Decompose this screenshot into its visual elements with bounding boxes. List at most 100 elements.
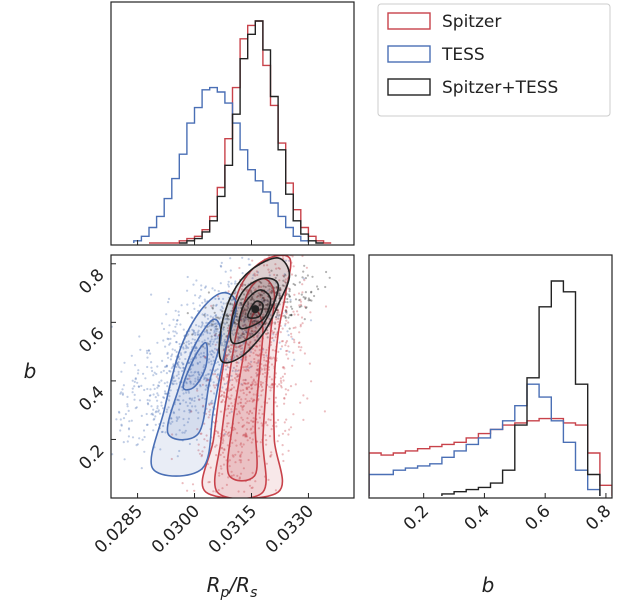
scatter-point xyxy=(248,386,251,389)
scatter-point xyxy=(252,330,255,333)
scatter-point xyxy=(244,434,248,438)
scatter-point xyxy=(235,408,238,411)
scatter-point xyxy=(201,322,204,325)
scatter-point xyxy=(243,382,247,385)
scatter-point xyxy=(239,442,243,445)
scatter-point xyxy=(237,332,240,335)
scatter-point xyxy=(239,344,242,348)
scatter-point xyxy=(245,435,248,438)
scatter-point xyxy=(269,343,273,346)
scatter-point xyxy=(287,389,290,392)
scatter-point xyxy=(275,315,278,318)
scatter-point xyxy=(120,370,123,373)
scatter-point xyxy=(232,333,235,336)
scatter-point xyxy=(249,340,252,343)
scatter-point xyxy=(226,346,230,349)
scatter-point xyxy=(257,359,260,362)
scatter-point xyxy=(215,444,218,447)
scatter-point xyxy=(227,283,230,286)
scatter-point xyxy=(298,299,301,302)
scatter-point xyxy=(206,379,209,382)
scatter-point xyxy=(231,405,234,408)
scatter-point xyxy=(238,476,241,479)
scatter-point xyxy=(147,349,150,352)
scatter-point xyxy=(297,341,301,345)
scatter-point xyxy=(169,337,172,340)
scatter-point xyxy=(200,326,203,329)
scatter-point xyxy=(262,296,265,300)
scatter-point xyxy=(209,315,212,318)
scatter-point xyxy=(175,433,178,436)
scatter-point xyxy=(251,320,254,323)
scatter-point xyxy=(187,346,190,349)
scatter-point xyxy=(304,296,307,299)
scatter-point xyxy=(245,368,248,371)
scatter-point xyxy=(236,336,239,339)
scatter-point xyxy=(276,311,279,315)
scatter-point xyxy=(126,403,129,406)
scatter-point xyxy=(271,382,274,385)
scatter-point xyxy=(235,378,238,381)
scatter-point xyxy=(205,384,208,387)
scatter-point xyxy=(257,294,260,298)
scatter-point xyxy=(200,352,203,355)
scatter-point xyxy=(216,430,219,433)
scatter-point xyxy=(254,381,257,384)
scatter-point xyxy=(259,293,262,296)
scatter-point xyxy=(231,454,234,457)
scatter-point xyxy=(197,373,201,376)
scatter-point xyxy=(234,291,237,294)
scatter-point xyxy=(181,389,184,392)
scatter-point xyxy=(134,378,137,381)
scatter-point xyxy=(260,385,264,388)
scatter-point xyxy=(245,355,248,358)
scatter-point xyxy=(267,418,270,421)
scatter-point xyxy=(206,378,209,381)
scatter-point xyxy=(200,371,203,374)
scatter-point xyxy=(287,334,290,337)
scatter-point xyxy=(127,435,130,438)
scatter-point xyxy=(256,368,259,371)
scatter-point xyxy=(167,406,170,409)
scatter-point xyxy=(256,354,259,357)
scatter-point xyxy=(257,427,260,430)
scatter-point xyxy=(186,421,189,424)
scatter-point xyxy=(310,290,313,293)
scatter-point xyxy=(292,282,295,286)
scatter-point xyxy=(283,280,286,283)
scatter-point xyxy=(250,451,253,454)
scatter-point xyxy=(232,386,236,389)
scatter-point xyxy=(201,340,204,343)
scatter-point xyxy=(211,307,214,310)
scatter-point xyxy=(215,303,218,306)
scatter-point xyxy=(244,358,247,361)
scatter-point xyxy=(244,357,247,360)
scatter-point xyxy=(231,303,234,306)
scatter-point xyxy=(276,309,279,312)
scatter-point xyxy=(285,310,288,313)
scatter-point xyxy=(241,425,244,428)
scatter-point xyxy=(241,324,245,327)
scatter-xtick-label: 0.0315 xyxy=(205,501,261,557)
scatter-point xyxy=(96,425,98,427)
scatter-point xyxy=(238,345,241,349)
scatter-point xyxy=(165,365,168,368)
scatter-point xyxy=(282,459,285,463)
scatter-point xyxy=(222,439,225,442)
scatter-point xyxy=(236,318,239,321)
scatter-point xyxy=(282,284,285,287)
scatter-point xyxy=(288,288,291,291)
scatter-point xyxy=(144,377,147,380)
scatter-point xyxy=(283,372,286,375)
scatter-point xyxy=(236,373,239,376)
scatter-point xyxy=(152,418,155,421)
scatter-point xyxy=(196,361,199,365)
scatter-point xyxy=(284,344,287,347)
scatter-point xyxy=(166,337,169,340)
scatter-point xyxy=(166,385,169,388)
scatter-point xyxy=(264,371,267,374)
scatter-point xyxy=(177,310,180,313)
scatter-point xyxy=(255,362,258,365)
